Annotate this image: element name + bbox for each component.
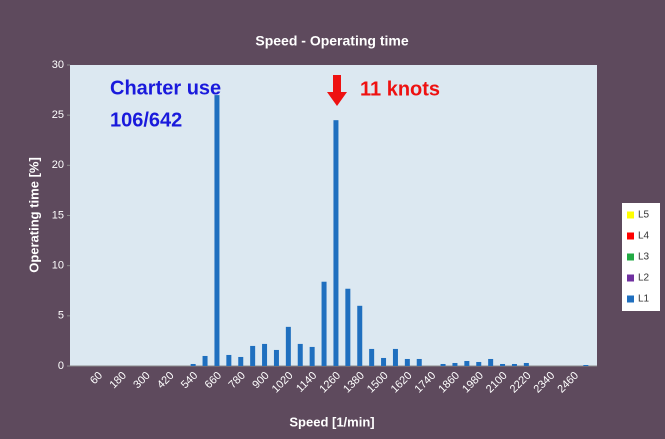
bar xyxy=(381,357,387,366)
legend-label: L5 xyxy=(638,210,650,221)
bar xyxy=(285,326,291,366)
bar xyxy=(511,363,517,366)
legend-swatch xyxy=(627,274,634,282)
y-tick-label: 15 xyxy=(52,209,64,221)
bar xyxy=(345,288,351,366)
legend-label: L3 xyxy=(638,252,650,263)
legend-swatch xyxy=(627,295,634,303)
bar xyxy=(488,358,494,366)
bar xyxy=(523,362,529,366)
bar xyxy=(321,281,327,366)
y-tick-label: 30 xyxy=(52,59,64,71)
bar xyxy=(297,343,303,366)
bar xyxy=(416,358,422,366)
annotation: Charter use xyxy=(110,77,221,99)
y-tick-label: 25 xyxy=(52,109,64,121)
bar xyxy=(190,363,196,366)
bar xyxy=(309,346,315,366)
legend-label: L2 xyxy=(638,273,650,284)
bar xyxy=(476,361,482,366)
legend-label: L4 xyxy=(638,231,650,242)
y-tick-label: 0 xyxy=(58,360,64,372)
bar xyxy=(464,360,470,366)
bar xyxy=(392,348,398,366)
y-tick-label: 20 xyxy=(52,159,64,171)
bar xyxy=(262,343,268,366)
legend-swatch xyxy=(627,232,634,240)
legend-swatch xyxy=(627,211,634,219)
x-axis-label: Speed [1/min] xyxy=(289,414,374,429)
bar xyxy=(202,355,208,366)
arrow xyxy=(327,75,347,106)
y-axis-label: Operating time [%] xyxy=(26,157,41,273)
bar xyxy=(583,364,589,366)
bar xyxy=(452,362,458,366)
bar xyxy=(333,120,339,366)
bar xyxy=(214,95,220,366)
y-tick-label: 10 xyxy=(52,260,64,272)
bar xyxy=(250,345,256,366)
bar xyxy=(500,363,506,366)
bar xyxy=(369,348,375,366)
chart-title: Speed - Operating time xyxy=(255,33,408,49)
bar xyxy=(404,358,410,366)
bar xyxy=(273,349,279,366)
y-tick-label: 5 xyxy=(58,310,64,322)
bar xyxy=(440,363,446,366)
bar xyxy=(238,356,244,366)
legend-label: L1 xyxy=(638,294,650,305)
annotation: 11 knots xyxy=(360,78,440,100)
annotation: 106/642 xyxy=(110,109,182,131)
bar xyxy=(226,354,232,366)
legend-swatch xyxy=(627,253,634,261)
bar xyxy=(357,305,363,366)
